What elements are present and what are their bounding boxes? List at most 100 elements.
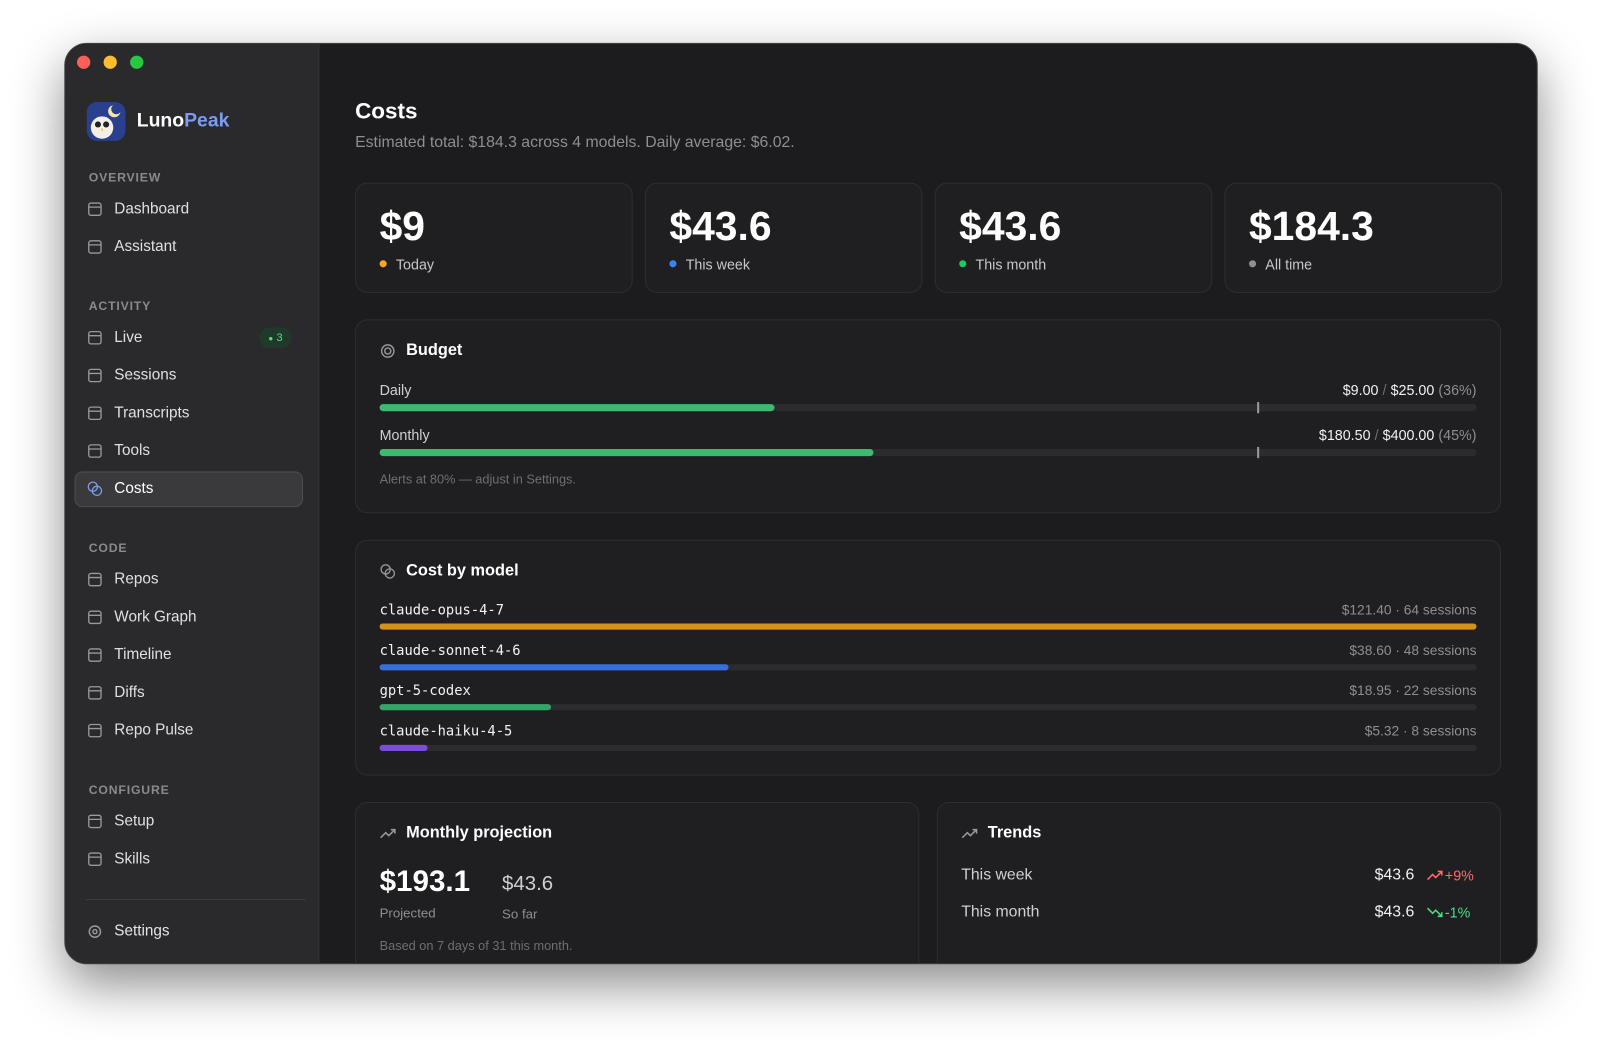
model-detail: $38.60 · 48 sessions [1349, 642, 1477, 658]
model-name: claude-sonnet-4-6 [379, 642, 521, 659]
cost-card: Cost by model claude-opus-4-7 $121.40 · 64… [355, 539, 1502, 776]
budget-track [379, 448, 1477, 457]
nav-item[interactable]: Live [114, 328, 143, 346]
stat-dot [669, 260, 677, 268]
sidebar: LunoPeak OVERVIEW Dashboard Assistant ACTIV… [65, 43, 320, 964]
logo [86, 102, 126, 141]
model-bar [379, 744, 428, 751]
model-detail: $121.40 · 64 sessions [1341, 602, 1477, 618]
model-detail: $18.95 · 22 sessions [1349, 682, 1477, 698]
nav-item[interactable]: Setup [114, 812, 155, 830]
stat-value: $9 [379, 204, 425, 249]
model-track [379, 704, 1477, 711]
so-far-value: $43.6 [502, 872, 554, 895]
trend-label: This month [961, 903, 1040, 921]
model-bar [379, 623, 1477, 630]
stat-label: Today [395, 256, 435, 273]
trend-arrow [1426, 907, 1443, 918]
nav-icon [88, 610, 102, 625]
page-subtitle: Estimated total: $184.3 across 4 models.… [355, 133, 795, 152]
nav-item[interactable]: Sessions [114, 366, 177, 384]
nav-item[interactable]: Transcripts [114, 404, 190, 422]
card-title: Budget [406, 341, 463, 360]
budget-card: Budget Daily $9.00/$25.00 (36%) Monthly $180.… [355, 319, 1502, 514]
stat-value: $43.6 [669, 204, 772, 249]
budget-amount: $9.00/$25.00 (36%) [1343, 380, 1477, 400]
badge-dot: ● [268, 333, 274, 343]
nav-icon [88, 240, 102, 254]
card-title: Monthly projection [406, 824, 553, 842]
trend-change: +9% [1444, 867, 1474, 884]
badge: ● 3 [259, 327, 292, 348]
nav-icon [88, 572, 102, 587]
nav-icon [88, 852, 102, 866]
nav-item[interactable]: Diffs [114, 683, 145, 702]
active-highlight [74, 471, 304, 508]
section-title: CODE [88, 540, 128, 556]
model-track [379, 663, 1477, 670]
trends-icon [961, 828, 978, 839]
stat-dot [379, 260, 387, 268]
nav-icon [88, 686, 102, 700]
budget-label: Daily [379, 381, 412, 398]
nav-icon [88, 368, 102, 383]
budget-limit: $400.00 [1382, 426, 1435, 443]
budget-amount: $180.50/$400.00 (45%) [1319, 424, 1477, 444]
alert-marker [1257, 446, 1260, 459]
nav-item[interactable]: Timeline [114, 645, 172, 664]
trend-value: $43.6 [1374, 903, 1415, 921]
nav-item[interactable]: Dashboard [114, 199, 190, 218]
page-title: Costs [355, 97, 418, 124]
nav-icon [88, 723, 102, 738]
cost-icon [380, 564, 396, 579]
nav-icon [88, 330, 102, 345]
settings-link[interactable]: Settings [114, 922, 170, 940]
badge-count: 3 [276, 331, 283, 344]
nav-item[interactable]: Work Graph [114, 608, 197, 626]
model-track [379, 744, 1477, 751]
nav-item[interactable]: Assistant [114, 237, 177, 256]
stat-value: $184.3 [1248, 204, 1374, 249]
model-name: claude-haiku-4-5 [379, 722, 513, 740]
settings-icon [88, 925, 102, 938]
projected-value: $193.1 [379, 865, 471, 898]
budget-pct-label: (45%) [1438, 426, 1477, 443]
model-name: gpt-5-codex [379, 682, 471, 699]
section-title: ACTIVITY [88, 298, 152, 314]
brand-b: Peak [184, 110, 230, 132]
stat-label: This week [685, 256, 751, 273]
budget-pct-label: (36%) [1438, 381, 1477, 398]
divider [85, 898, 307, 900]
projection-icon [380, 828, 396, 839]
nav-item[interactable]: Costs [114, 479, 154, 497]
model-bar [379, 704, 551, 711]
nav-icon [88, 648, 102, 662]
nav-icon [88, 202, 102, 216]
stat-card: $9 Today [355, 182, 633, 293]
nav-item[interactable]: Repo Pulse [114, 721, 194, 739]
traffic-lights [77, 55, 144, 69]
model-bar [379, 663, 729, 670]
budget-sep: / [1374, 426, 1379, 443]
projection-card: Monthly projection $193.1 Projected $43.6 So… [355, 802, 920, 964]
trends-card: Trends This week $43.6 +9% This month $43.6 -1… [936, 802, 1502, 964]
section-title: CONFIGURE [88, 782, 170, 797]
nav-icon [87, 481, 103, 497]
stat-dot [1248, 260, 1257, 268]
nav-icon [88, 814, 102, 829]
nav-item[interactable]: Skills [114, 849, 151, 868]
nav-item[interactable]: Tools [114, 441, 151, 460]
alert-marker [1257, 402, 1260, 414]
stat-label: This month [975, 256, 1047, 273]
stat-card: $184.3 All time [1224, 182, 1503, 293]
budget-label: Monthly [379, 426, 430, 443]
stat-dot [959, 260, 967, 268]
nav-icon [88, 444, 102, 458]
projection-note: Based on 7 days of 31 this month. [379, 938, 573, 954]
card-title: Cost by model [406, 562, 519, 580]
stat-card: $43.6 This week [644, 182, 923, 293]
brand: LunoPeak [137, 111, 230, 131]
budget-icon [380, 344, 395, 358]
budget-note: Alerts at 80% — adjust in Settings. [379, 472, 576, 487]
nav-item[interactable]: Repos [114, 570, 159, 588]
